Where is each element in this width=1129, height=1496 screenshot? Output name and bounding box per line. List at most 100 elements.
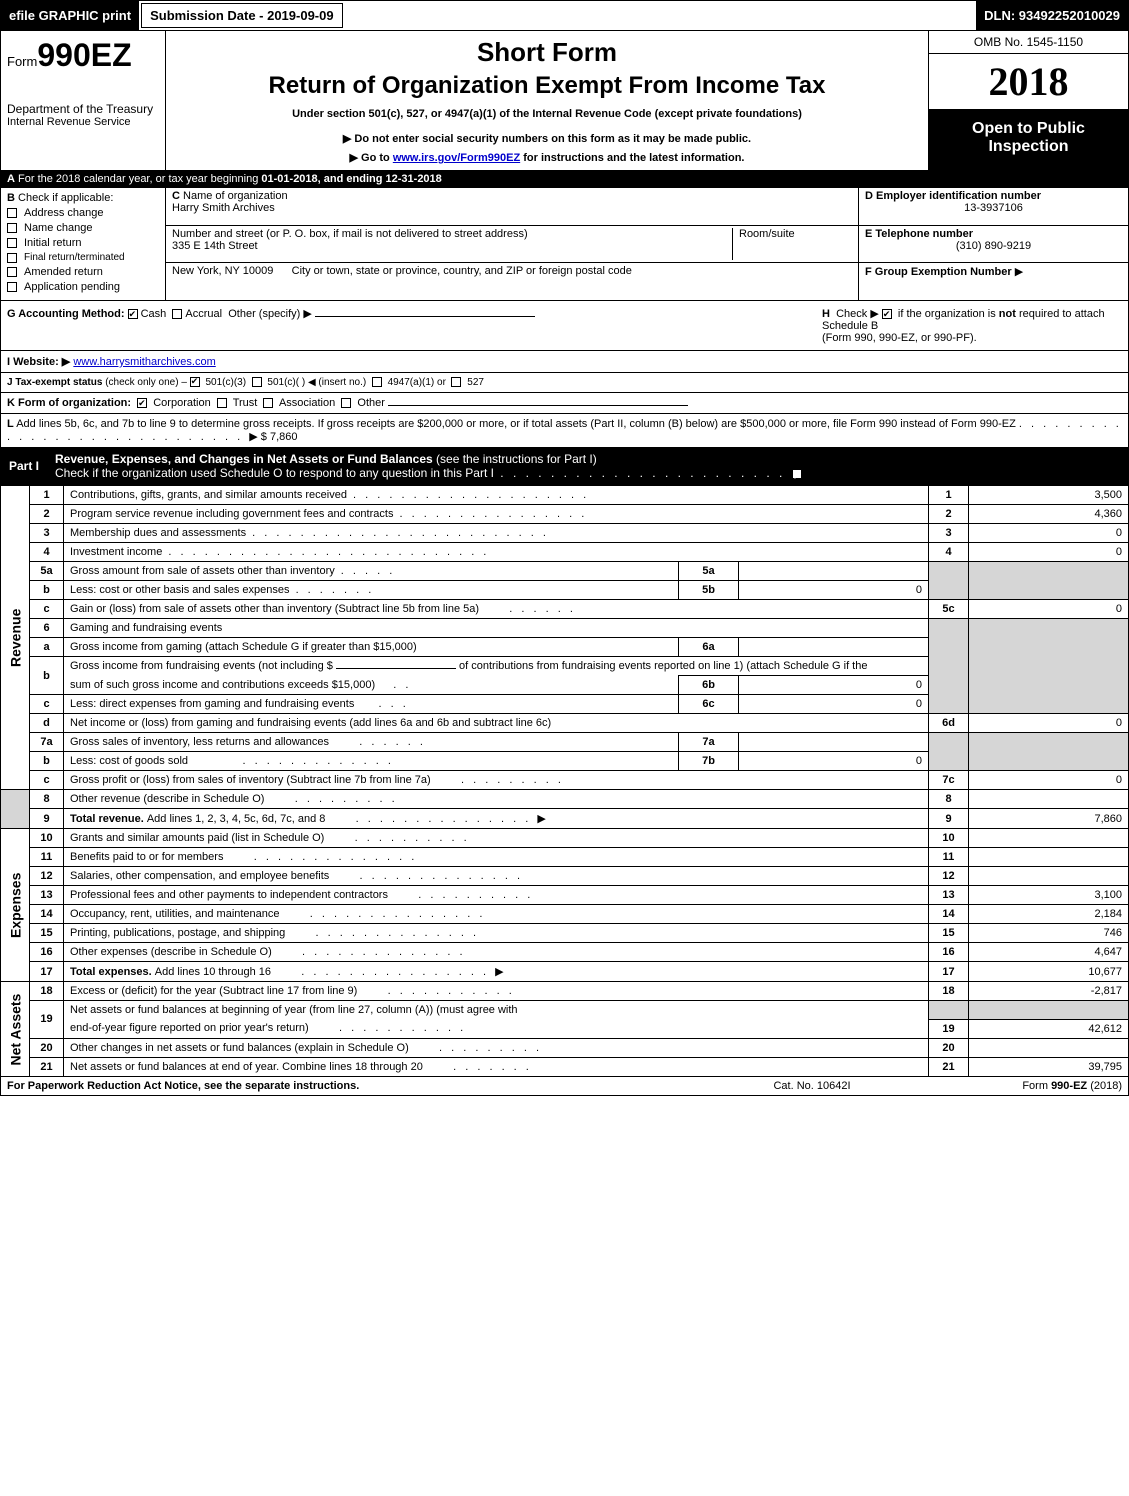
line-20-amt	[969, 1038, 1129, 1057]
line-8-amt	[969, 790, 1129, 809]
table-row: 3 Membership dues and assessments . . . …	[1, 524, 1129, 543]
check-501c3[interactable]	[190, 377, 200, 387]
irs-link[interactable]: www.irs.gov/Form990EZ	[393, 152, 520, 164]
section-K: K Form of organization: Corporation Trus…	[0, 393, 1129, 414]
part1-label: Part I	[1, 455, 47, 477]
check-address-change[interactable]: Address change	[7, 207, 159, 219]
line-7b-val: 0	[739, 752, 929, 771]
table-row: 13 Professional fees and other payments …	[1, 886, 1129, 905]
form-header-left: Form990EZ Department of the Treasury Int…	[1, 31, 166, 170]
check-amended-return[interactable]: Amended return	[7, 266, 159, 278]
section-I: I Website: ▶ www.harrysmitharchives.com	[0, 351, 1129, 373]
section-GH: G Accounting Method: Cash Accrual Other …	[0, 301, 1129, 351]
form-header-mid: Short Form Return of Organization Exempt…	[166, 31, 928, 170]
goto-note: ▶ Go to www.irs.gov/Form990EZ for instru…	[176, 151, 918, 164]
form-header: Form990EZ Department of the Treasury Int…	[0, 31, 1129, 171]
table-row: 2 Program service revenue including gove…	[1, 505, 1129, 524]
expenses-sidebar: Expenses	[1, 829, 30, 982]
line-17-amt: 10,677	[969, 962, 1129, 982]
check-other-org[interactable]	[341, 398, 351, 408]
form-header-right: OMB No. 1545-1150 2018 Open to Public In…	[928, 31, 1128, 170]
irs: Internal Revenue Service	[7, 116, 159, 128]
table-row: Revenue 1 Contributions, gifts, grants, …	[1, 486, 1129, 505]
net-assets-sidebar: Net Assets	[1, 982, 30, 1077]
table-row: c Gain or (loss) from sale of assets oth…	[1, 600, 1129, 619]
check-cash[interactable]	[128, 309, 138, 319]
fundraising-contrib-input[interactable]	[336, 668, 456, 669]
line-5a-val	[739, 562, 929, 581]
short-form: Short Form	[176, 37, 918, 68]
line-21-amt: 39,795	[969, 1057, 1129, 1076]
check-corporation[interactable]	[137, 398, 147, 408]
line-6d-amt: 0	[969, 714, 1129, 733]
line-11-amt	[969, 848, 1129, 867]
part1-table: Revenue 1 Contributions, gifts, grants, …	[0, 485, 1129, 1077]
gross-receipts: 7,860	[270, 431, 298, 443]
line-6b-val: 0	[739, 676, 929, 695]
table-row: c Gross profit or (loss) from sales of i…	[1, 771, 1129, 790]
section-C: C Name of organization Harry Smith Archi…	[166, 188, 858, 300]
org-city: New York, NY 10009	[172, 265, 273, 277]
check-527[interactable]	[451, 377, 461, 387]
other-specify-input[interactable]	[315, 316, 535, 317]
efile-print-button[interactable]: efile GRAPHIC print	[1, 1, 139, 30]
line-4-amt: 0	[969, 543, 1129, 562]
check-4947[interactable]	[372, 377, 382, 387]
check-initial-return[interactable]: Initial return	[7, 237, 159, 249]
check-application-pending[interactable]: Application pending	[7, 281, 159, 293]
table-row: 8 Other revenue (describe in Schedule O)…	[1, 790, 1129, 809]
check-name-change[interactable]: Name change	[7, 222, 159, 234]
line-5b-val: 0	[739, 581, 929, 600]
table-row: 5a Gross amount from sale of assets othe…	[1, 562, 1129, 581]
ein-cell: D Employer identification number 13-3937…	[859, 188, 1128, 226]
paperwork-notice: For Paperwork Reduction Act Notice, see …	[7, 1080, 702, 1092]
check-accrual[interactable]	[172, 309, 182, 319]
table-row: end-of-year figure reported on prior yea…	[1, 1019, 1129, 1038]
table-row: 21 Net assets or fund balances at end of…	[1, 1057, 1129, 1076]
line-13-amt: 3,100	[969, 886, 1129, 905]
check-schedule-b[interactable]	[882, 309, 892, 319]
section-BCDEF: B Check if applicable: Address change Na…	[0, 188, 1129, 301]
section-A: A For the 2018 calendar year, or tax yea…	[0, 171, 1129, 188]
section-H: H Check ▶ if the organization is not req…	[822, 307, 1122, 344]
cat-no: Cat. No. 10642I	[702, 1080, 922, 1092]
ein: 13-3937106	[865, 202, 1122, 214]
group-exemption-cell: F Group Exemption Number ▶	[859, 263, 1128, 300]
org-city-row: New York, NY 10009 City or town, state o…	[166, 263, 858, 300]
part1-header: Part I Revenue, Expenses, and Changes in…	[0, 448, 1129, 485]
line-18-amt: -2,817	[969, 982, 1129, 1001]
line-16-amt: 4,647	[969, 943, 1129, 962]
form-ref: Form 990-EZ (2018)	[922, 1080, 1122, 1092]
check-schedule-o[interactable]	[792, 469, 802, 479]
page-footer: For Paperwork Reduction Act Notice, see …	[0, 1077, 1129, 1096]
table-row: 19 Net assets or fund balances at beginn…	[1, 1001, 1129, 1020]
other-org-input[interactable]	[388, 405, 688, 406]
phone-cell: E Telephone number (310) 890-9219	[859, 226, 1128, 264]
line-15-amt: 746	[969, 924, 1129, 943]
line-14-amt: 2,184	[969, 905, 1129, 924]
topbar-spacer	[345, 1, 977, 30]
website-link[interactable]: www.harrysmitharchives.com	[73, 356, 215, 368]
table-row: 14 Occupancy, rent, utilities, and maint…	[1, 905, 1129, 924]
room-suite: Room/suite	[732, 228, 852, 261]
check-final-return[interactable]: Final return/terminated	[7, 252, 159, 263]
org-name: Harry Smith Archives	[172, 202, 852, 214]
section-G: G Accounting Method: Cash Accrual Other …	[7, 307, 822, 344]
table-row: 7a Gross sales of inventory, less return…	[1, 733, 1129, 752]
org-addr-row: Number and street (or P. O. box, if mail…	[166, 226, 858, 264]
table-row: 9 Total revenue. Add lines 1, 2, 3, 4, 5…	[1, 809, 1129, 829]
line-19-amt: 42,612	[969, 1019, 1129, 1038]
table-row: 4 Investment income . . . . . . . . . . …	[1, 543, 1129, 562]
omb-number: OMB No. 1545-1150	[929, 31, 1128, 54]
table-row: 15 Printing, publications, postage, and …	[1, 924, 1129, 943]
part1-title: Revenue, Expenses, and Changes in Net As…	[47, 448, 813, 484]
line-6a-val	[739, 638, 929, 657]
check-trust[interactable]	[217, 398, 227, 408]
dln: DLN: 93492252010029	[976, 1, 1128, 30]
dept-treasury: Department of the Treasury	[7, 102, 159, 116]
check-501c[interactable]	[252, 377, 262, 387]
org-name-row: C Name of organization Harry Smith Archi…	[166, 188, 858, 226]
table-row: 11 Benefits paid to or for members . . .…	[1, 848, 1129, 867]
check-association[interactable]	[263, 398, 273, 408]
section-J: J Tax-exempt status (check only one) – 5…	[0, 373, 1129, 393]
